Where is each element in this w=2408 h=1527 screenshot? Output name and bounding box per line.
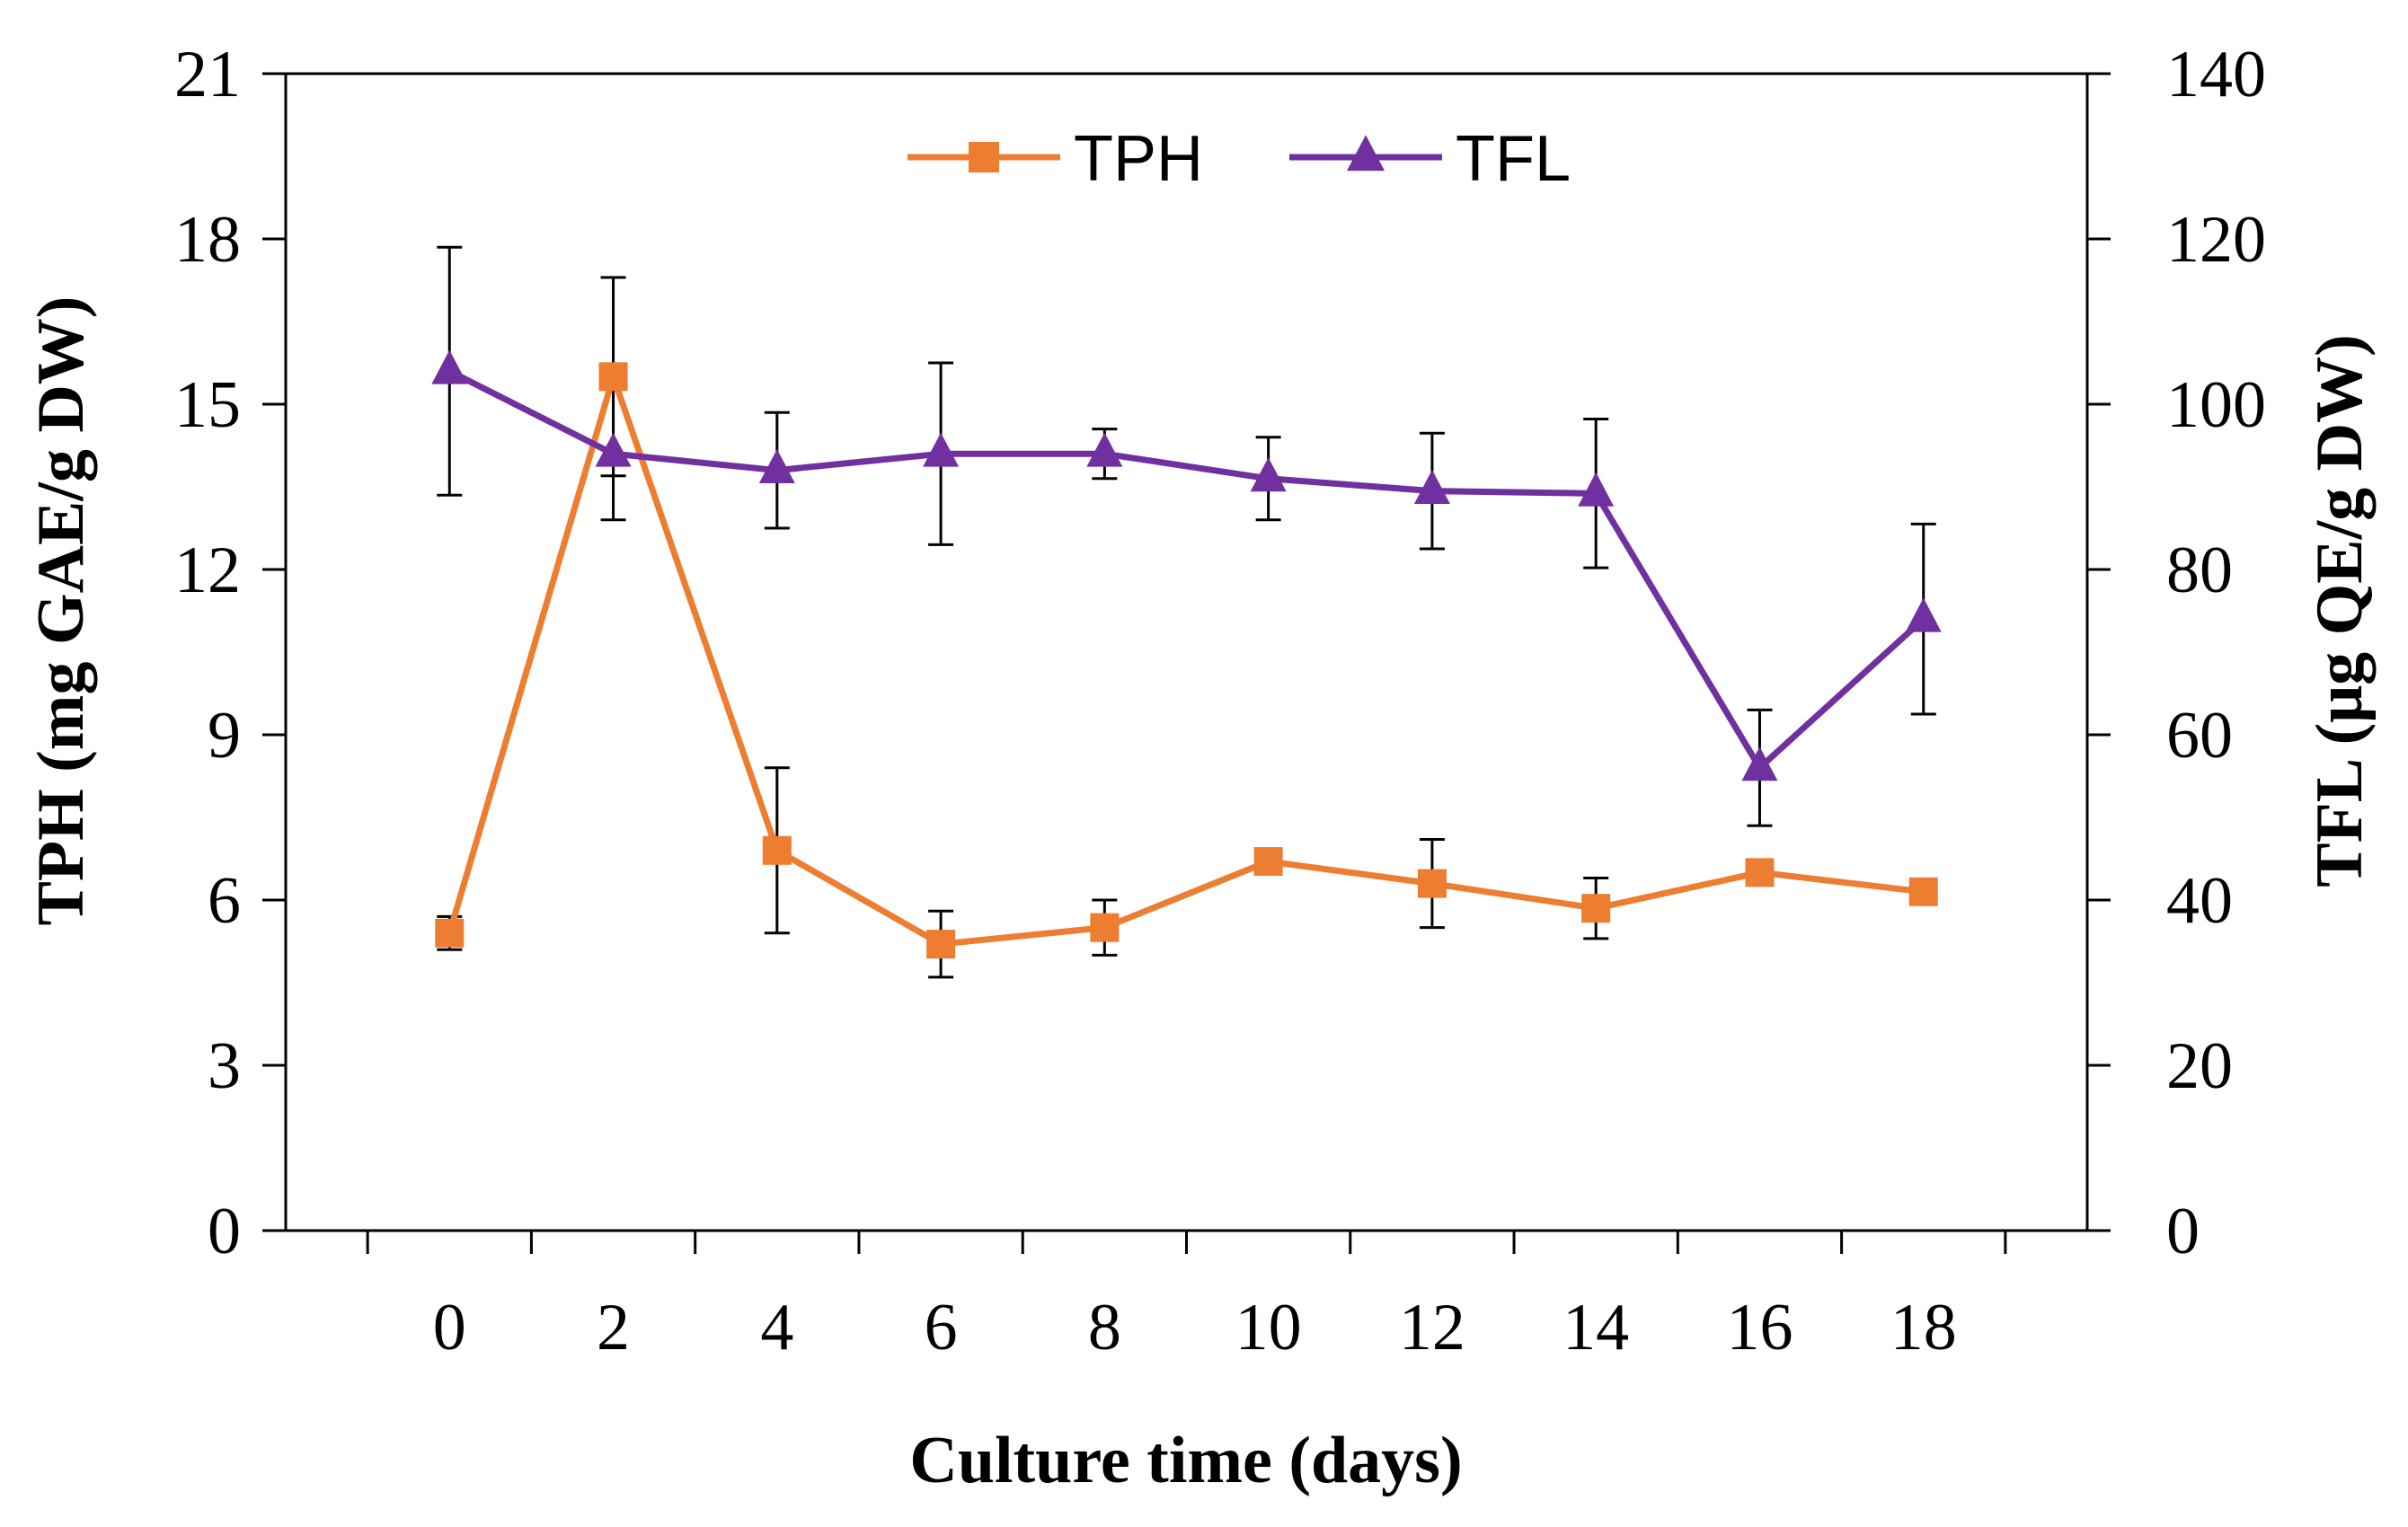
y-left-tick-label: 9 [208,699,241,772]
tfl-point [1250,457,1287,492]
x-axis-title: Culture time (days) [909,1424,1462,1497]
plot-frame [284,72,2089,1232]
legend-tph-label: TPH [1074,123,1203,195]
y-right-tick-label: 80 [2166,534,2233,607]
y-right-tick-label: 0 [2166,1195,2200,1268]
tfl-point [923,432,960,467]
tph-point [1908,877,1938,906]
y-right-tick-label: 140 [2166,38,2266,111]
x-tick-label: 12 [1399,1291,1465,1364]
tfl-point [758,449,795,484]
x-tick-label: 18 [1890,1291,1957,1364]
tph-point [1417,869,1447,898]
x-tick-label: 10 [1235,1291,1302,1364]
x-tick-label: 16 [1726,1291,1793,1364]
y-left-tick-label: 21 [174,38,241,111]
tph-point [762,835,792,865]
tfl-point [1086,432,1123,467]
tph-point [1581,894,1611,923]
x-tick-label: 4 [760,1291,793,1364]
x-tick-label: 8 [1088,1291,1121,1364]
y-left-tick-label: 0 [208,1195,241,1268]
tfl-point [1741,746,1778,781]
y-left-tick-label: 12 [174,534,241,607]
y-right-tick-label: 100 [2166,368,2266,442]
tph-point [1090,913,1120,942]
legend-tfl-marker [1347,135,1385,172]
legend-tfl-label: TFL [1456,123,1571,195]
y-axis-left-title: TPH (mg GAE/g DW) [24,296,98,926]
y-right-tick-label: 60 [2166,699,2233,772]
y-right-tick-label: 120 [2166,203,2266,277]
x-tick-label: 2 [597,1291,630,1364]
tfl-point [1905,597,1942,632]
y-right-tick-label: 40 [2166,864,2233,938]
tfl-point [431,349,468,384]
x-tick-label: 6 [925,1291,958,1364]
tph-point [435,918,465,948]
tph-point [926,930,956,959]
tfl-point [1413,470,1450,505]
tph-point [1253,847,1283,877]
y-axis-right-title: TFL (μg QE/g DW) [2303,334,2377,887]
tph-point [1745,858,1775,887]
y-left-tick-label: 6 [208,864,241,938]
y-left-tick-label: 18 [174,203,241,277]
tph-series-line [446,373,1925,948]
tph-point [598,362,628,392]
y-right-tick-label: 20 [2166,1029,2233,1103]
y-left-tick-label: 15 [174,368,241,442]
tfl-point [595,432,632,467]
tfl-point [1578,472,1615,507]
legend-tph-marker [969,142,999,172]
x-tick-label: 0 [433,1291,466,1364]
y-left-tick-label: 3 [208,1029,241,1103]
x-tick-label: 14 [1563,1291,1629,1364]
tfl-series-line [447,368,1926,772]
